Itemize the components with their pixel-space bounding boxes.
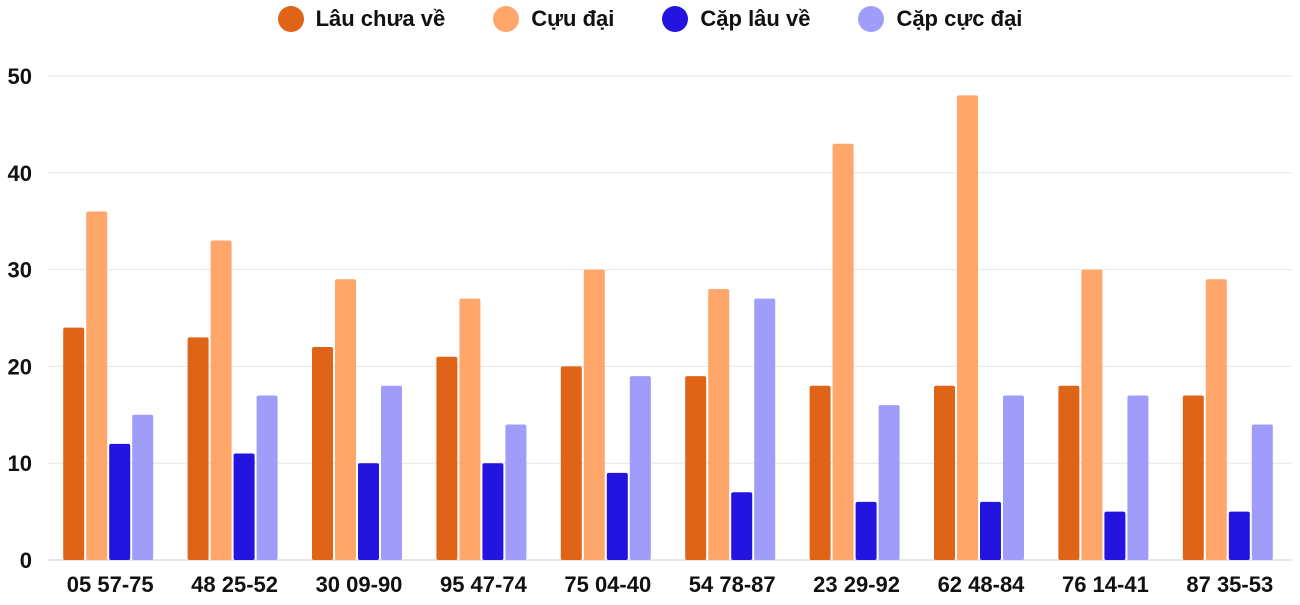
x-tick-label: 75 04-40 <box>564 572 651 597</box>
bar-2-3 <box>482 463 504 560</box>
bar-2-0 <box>109 443 131 560</box>
bar-2-1 <box>233 453 255 560</box>
bar-1-0 <box>86 211 108 560</box>
bar-3-7 <box>1003 395 1024 560</box>
bar-3-2 <box>381 385 402 560</box>
x-tick-label: 05 57-75 <box>67 572 154 597</box>
x-tick-label: 54 78-87 <box>689 572 776 597</box>
bar-0-0 <box>63 327 85 560</box>
legend-item-cap-cuc-dai: Cặp cực đại <box>858 6 1022 32</box>
x-tick-label: 87 35-53 <box>1186 572 1273 597</box>
bar-0-3 <box>436 356 458 560</box>
legend-swatch-cap-cuc-dai <box>858 6 885 32</box>
bar-3-0 <box>132 414 154 560</box>
legend-label: Cặp lâu về <box>700 6 811 31</box>
y-tick-label: 0 <box>20 548 32 573</box>
y-tick-label: 30 <box>8 258 32 283</box>
bar-0-5 <box>685 376 707 560</box>
legend: Lâu chưa về Cựu đại Cặp lâu về Cặp cực đ… <box>0 6 1300 32</box>
bar-3-8 <box>1127 395 1149 560</box>
bar-0-7 <box>934 385 955 560</box>
bar-0-8 <box>1058 385 1080 560</box>
bar-2-4 <box>606 472 628 560</box>
bar-3-4 <box>629 376 651 560</box>
bar-2-8 <box>1104 511 1126 560</box>
bar-0-4 <box>560 366 582 560</box>
bar-1-5 <box>708 288 730 560</box>
y-tick-label: 40 <box>8 161 32 186</box>
legend-label: Cựu đại <box>531 6 615 31</box>
bar-0-6 <box>809 385 831 560</box>
legend-swatch-cuu-dai <box>493 6 520 32</box>
bar-0-2 <box>312 347 333 560</box>
bar-1-6 <box>832 143 854 560</box>
bar-2-6 <box>855 501 877 560</box>
bar-0-1 <box>187 337 209 560</box>
y-tick-label: 10 <box>8 451 32 476</box>
x-tick-label: 48 25-52 <box>191 572 278 597</box>
bar-3-1 <box>256 395 278 560</box>
bar-1-1 <box>210 240 232 560</box>
bar-3-3 <box>505 424 527 560</box>
legend-label: Lâu chưa về <box>315 6 446 31</box>
x-tick-label: 30 09-90 <box>316 572 403 597</box>
x-tick-label: 76 14-41 <box>1062 572 1149 597</box>
bar-3-5 <box>754 298 776 560</box>
bar-3-6 <box>878 405 900 560</box>
x-tick-label: 62 48-84 <box>938 572 1026 597</box>
bar-2-5 <box>731 492 753 560</box>
x-tick-label: 95 47-74 <box>440 572 528 597</box>
y-tick-label: 20 <box>8 354 32 379</box>
bar-3-9 <box>1251 424 1273 560</box>
bar-1-8 <box>1081 269 1103 560</box>
bar-1-7 <box>957 95 978 561</box>
bar-1-3 <box>459 298 481 560</box>
x-tick-label: 23 29-92 <box>813 572 900 597</box>
legend-item-cap-lau-ve: Cặp lâu về <box>662 6 810 32</box>
bar-2-7 <box>980 501 1001 560</box>
bar-0-9 <box>1182 395 1204 560</box>
legend-item-lau-chua-ve: Lâu chưa về <box>277 6 446 32</box>
legend-label: Cặp cực đại <box>896 6 1023 31</box>
legend-swatch-lau-chua-ve <box>277 6 304 32</box>
bar-1-9 <box>1205 279 1227 560</box>
bar-2-2 <box>358 463 379 560</box>
bar-1-2 <box>335 279 356 560</box>
bar-1-4 <box>583 269 605 560</box>
legend-item-cuu-dai: Cựu đại <box>493 6 614 32</box>
bar-2-9 <box>1228 511 1250 560</box>
legend-swatch-cap-lau-ve <box>662 6 689 32</box>
y-tick-label: 50 <box>8 64 32 89</box>
